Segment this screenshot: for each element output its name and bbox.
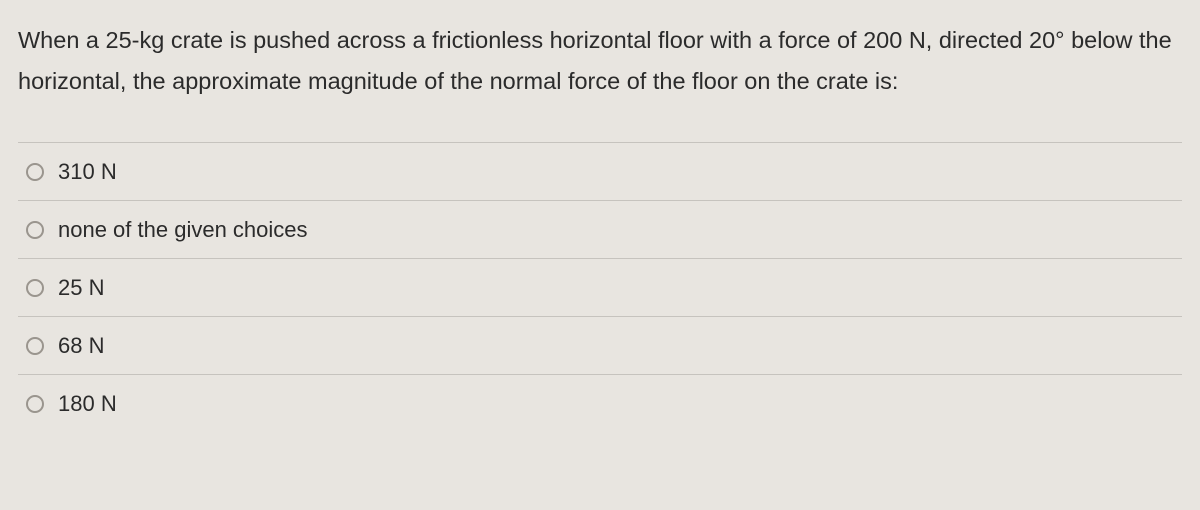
- option-label: 180 N: [58, 391, 117, 417]
- radio-icon[interactable]: [26, 279, 44, 297]
- radio-icon[interactable]: [26, 395, 44, 413]
- question-text: When a 25-kg crate is pushed across a fr…: [18, 20, 1182, 102]
- option-row[interactable]: none of the given choices: [18, 200, 1182, 258]
- radio-icon[interactable]: [26, 163, 44, 181]
- option-label: none of the given choices: [58, 217, 308, 243]
- option-row[interactable]: 68 N: [18, 316, 1182, 374]
- degree-symbol: °: [1055, 27, 1064, 53]
- option-row[interactable]: 25 N: [18, 258, 1182, 316]
- options-list: 310 N none of the given choices 25 N 68 …: [18, 142, 1182, 432]
- radio-icon[interactable]: [26, 337, 44, 355]
- option-label: 68 N: [58, 333, 104, 359]
- option-row[interactable]: 180 N: [18, 374, 1182, 432]
- question-text-part1: When a 25-kg crate is pushed across a fr…: [18, 27, 1055, 53]
- option-label: 310 N: [58, 159, 117, 185]
- option-label: 25 N: [58, 275, 104, 301]
- option-row[interactable]: 310 N: [18, 142, 1182, 200]
- radio-icon[interactable]: [26, 221, 44, 239]
- quiz-question-container: When a 25-kg crate is pushed across a fr…: [0, 0, 1200, 432]
